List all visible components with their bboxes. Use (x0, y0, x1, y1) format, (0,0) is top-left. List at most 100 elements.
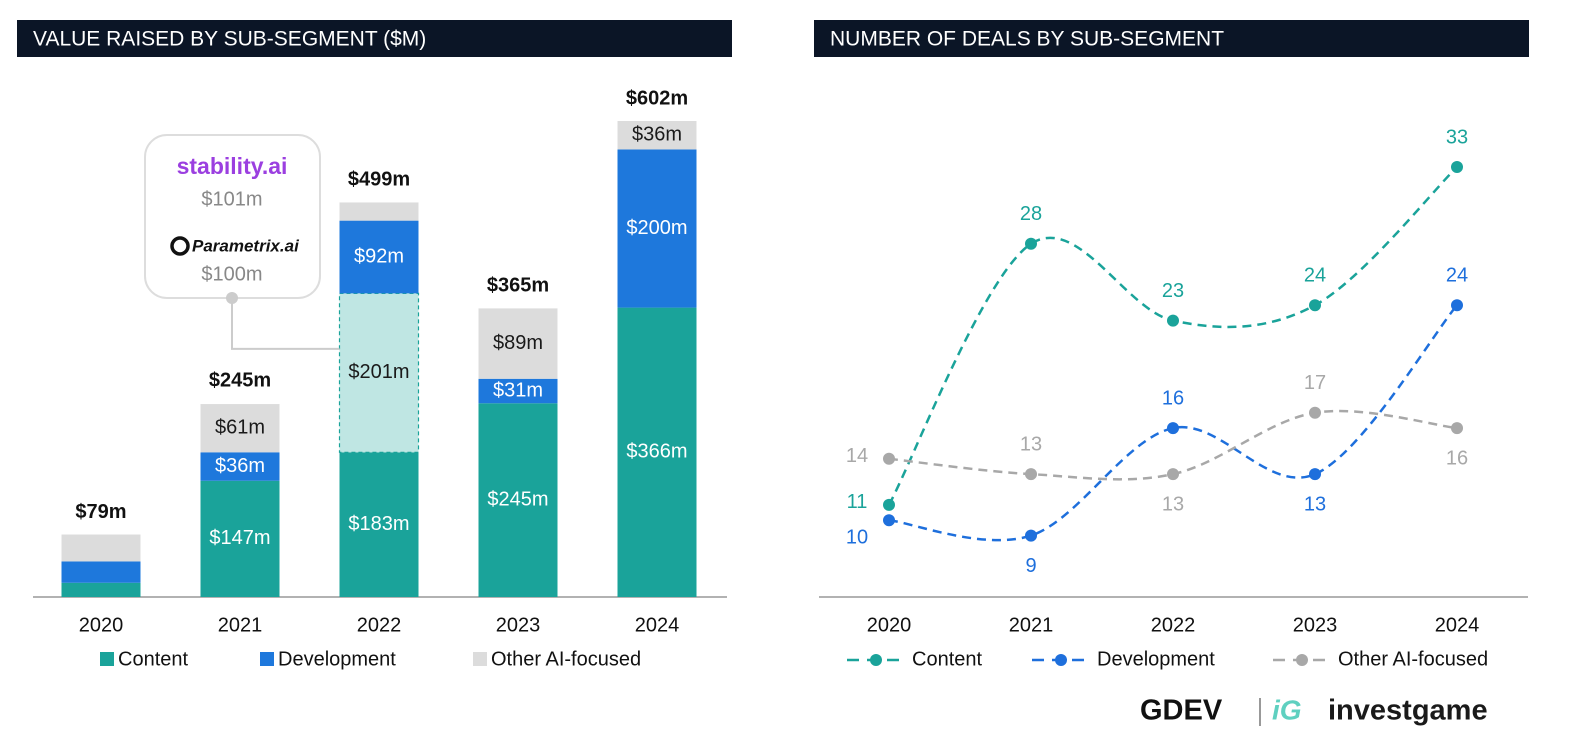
value-label: $61m (215, 416, 265, 438)
value-label: $366m (626, 441, 687, 463)
chart-title: NUMBER OF DEALS BY SUB-SEGMENT (830, 28, 1224, 51)
x-tick-label: 2024 (1435, 614, 1480, 636)
legend-swatch (260, 652, 274, 666)
value-label: $147m (209, 527, 270, 549)
bar-segment (61, 561, 141, 583)
legend-label: Content (912, 648, 982, 670)
bar-segment (338, 292, 420, 453)
x-tick-label: 2023 (496, 614, 541, 636)
x-tick-label: 2022 (1151, 614, 1196, 636)
value-label: $89m (493, 332, 543, 354)
callout-company: stability.ai (177, 153, 288, 179)
point (1451, 299, 1463, 312)
legend-label: Content (118, 648, 188, 670)
total-label: $602m (626, 87, 688, 109)
value-label: 17 (1304, 372, 1326, 394)
x-tick-label: 2020 (79, 614, 124, 636)
legend-swatch (100, 652, 114, 666)
chart-title: VALUE RAISED BY SUB-SEGMENT ($M) (33, 28, 426, 51)
value-label: 28 (1020, 203, 1042, 225)
total-label: $365m (487, 275, 549, 297)
x-tick-label: 2023 (1293, 614, 1338, 636)
total-label: $79m (75, 501, 126, 523)
value-label: 13 (1304, 493, 1326, 515)
value-label: $31m (493, 379, 543, 401)
value-label: $200m (626, 217, 687, 239)
legend-dot (1055, 654, 1067, 666)
point (1451, 161, 1463, 173)
point (1309, 299, 1321, 312)
value-label: 23 (1162, 280, 1184, 302)
bar-segment (200, 404, 280, 453)
title-bar (814, 20, 1529, 57)
point (1309, 406, 1321, 419)
logo: GDEV (1140, 695, 1223, 727)
bar-segment (617, 149, 697, 308)
legend-dot (870, 654, 882, 666)
line (888, 304, 1458, 542)
x-tick-label: 2024 (635, 614, 680, 636)
footer: GDEV iG investgame (1140, 694, 1488, 726)
total-label: $245m (209, 370, 271, 392)
logo-icon: iG (1272, 694, 1302, 725)
bar-segment (478, 308, 558, 379)
bar-segment (478, 403, 558, 597)
value-label: 33 (1446, 126, 1468, 148)
point (1167, 422, 1179, 435)
point (883, 514, 895, 527)
logo: investgame (1328, 695, 1488, 727)
bar-segment (200, 452, 280, 481)
x-tick-label: 2021 (218, 614, 263, 636)
point (1025, 237, 1037, 250)
x-tick-label: 2022 (357, 614, 402, 636)
legend-dot (1296, 654, 1308, 666)
value-label: $183m (348, 513, 409, 535)
value-label: 9 (1025, 555, 1036, 577)
bar-segment (61, 534, 141, 562)
value-label: $36m (215, 455, 265, 477)
callout-amount: $101m (201, 188, 262, 210)
point (1451, 422, 1463, 435)
bar-segment (478, 378, 558, 404)
value-label: 16 (1162, 387, 1184, 409)
legend-label: Development (1097, 648, 1215, 670)
value-label: 10 (846, 526, 868, 548)
bar-segment (339, 220, 419, 294)
legend-label: Development (278, 648, 396, 670)
point (1309, 468, 1321, 481)
point (883, 498, 895, 511)
bar-segment (200, 480, 280, 597)
value-label: $92m (354, 245, 404, 267)
value-label: 13 (1162, 493, 1184, 515)
legend-swatch (473, 652, 487, 666)
value-label: 14 (846, 445, 868, 467)
total-label: $499m (348, 169, 410, 191)
x-tick-label: 2020 (867, 614, 912, 636)
callout-amount: $100m (201, 263, 262, 285)
value-label: 13 (1020, 433, 1042, 455)
legend-label: Other AI-focused (1338, 648, 1488, 670)
point (1025, 529, 1037, 542)
value-label: 11 (847, 491, 868, 513)
bar-segment (61, 582, 141, 597)
value-label: $36m (632, 124, 682, 146)
connector (231, 298, 340, 350)
value-label: 24 (1304, 264, 1326, 286)
bar-segment (339, 452, 419, 597)
line (887, 166, 1458, 506)
legend-label: Other AI-focused (491, 648, 641, 670)
bar-segment (617, 307, 697, 597)
point (1025, 468, 1037, 481)
point (883, 452, 895, 465)
title-bar (17, 20, 732, 57)
value-label: 16 (1446, 447, 1468, 469)
bar-segment (617, 121, 697, 150)
bar-segment (339, 202, 419, 221)
value-label: $245m (487, 488, 548, 510)
value-label: $201m (348, 361, 409, 383)
point (1167, 468, 1179, 481)
callout-company: Parametrix.ai (192, 236, 300, 255)
company-icon (170, 236, 190, 256)
